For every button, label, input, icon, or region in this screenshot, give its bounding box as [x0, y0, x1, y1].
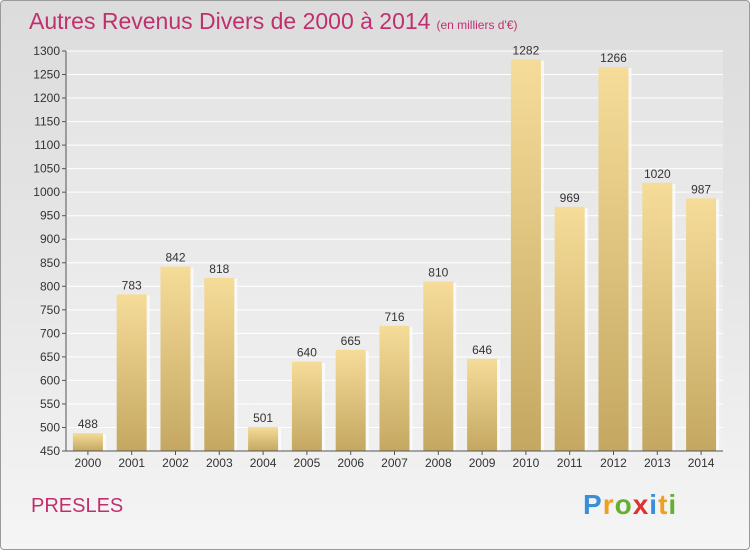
- bar-value-label: 987: [691, 182, 711, 196]
- bar-value-label: 783: [122, 278, 142, 292]
- bar-value-label: 818: [209, 262, 229, 276]
- y-tick-label: 850: [40, 256, 60, 270]
- y-tick-label: 1050: [33, 162, 60, 176]
- y-tick-label: 450: [40, 444, 60, 458]
- x-tick-label: 2012: [600, 456, 627, 470]
- x-tick-label: 2003: [206, 456, 233, 470]
- bar-2005: [291, 361, 322, 451]
- y-tick-label: 1200: [33, 91, 60, 105]
- bar-2013: [642, 182, 673, 451]
- bar-2002: [160, 266, 191, 451]
- bar-value-label: 969: [560, 191, 580, 205]
- x-tick-label: 2004: [250, 456, 277, 470]
- y-tick-label: 1250: [33, 68, 60, 82]
- bar-value-label: 1266: [600, 51, 627, 65]
- bar-value-label: 716: [384, 310, 404, 324]
- location-label: PRESLES: [31, 495, 124, 517]
- x-tick-label: 2014: [688, 456, 715, 470]
- bar-2010: [510, 59, 541, 452]
- brand-letter: x: [632, 489, 650, 520]
- bar-2012: [598, 67, 629, 451]
- bar-2003: [204, 277, 235, 451]
- bar-2004: [248, 427, 279, 451]
- y-tick-label: 1100: [34, 138, 60, 152]
- x-tick-label: 2005: [294, 456, 321, 470]
- y-tick-label: 1300: [33, 44, 60, 58]
- bar-value-label: 1282: [513, 43, 540, 57]
- bar-value-label: 1020: [644, 167, 671, 181]
- y-tick-label: 700: [40, 326, 60, 340]
- bar-value-label: 842: [165, 251, 185, 265]
- bar-2011: [554, 206, 585, 451]
- bar-value-label: 646: [472, 343, 492, 357]
- y-tick-label: 650: [40, 350, 60, 364]
- x-tick-label: 2009: [469, 456, 496, 470]
- bar-value-label: 501: [253, 411, 273, 425]
- brand-letter: t: [658, 489, 669, 520]
- brand-letter: i: [668, 489, 678, 520]
- chart-title-text: Autres Revenus Divers de 2000 à 2014: [29, 8, 431, 34]
- chart-title: Autres Revenus Divers de 2000 à 2014 (en …: [29, 8, 517, 35]
- brand-letter: P: [583, 489, 603, 520]
- bar-2009: [467, 358, 498, 451]
- bar-value-label: 810: [428, 266, 448, 280]
- y-tick-label: 1150: [34, 115, 60, 129]
- y-tick-label: 950: [40, 209, 60, 223]
- y-tick-label: 600: [40, 373, 60, 387]
- x-tick-label: 2000: [75, 456, 102, 470]
- bar-value-label: 488: [78, 417, 98, 431]
- bar-value-label: 640: [297, 346, 317, 360]
- y-tick-label: 1000: [33, 185, 60, 199]
- chart-unit: (en milliers d'€): [436, 18, 518, 32]
- bar-2008: [423, 281, 454, 451]
- proxiti-logo: Proxiti: [583, 489, 677, 521]
- x-tick-label: 2010: [513, 456, 540, 470]
- x-tick-label: 2011: [557, 456, 583, 470]
- bar-2006: [335, 349, 366, 451]
- bar-2001: [116, 294, 147, 451]
- x-tick-label: 2007: [381, 456, 408, 470]
- brand-letter: i: [649, 489, 659, 520]
- bar-2014: [686, 198, 717, 451]
- x-tick-label: 2001: [118, 456, 145, 470]
- bar-2007: [379, 325, 410, 451]
- x-tick-label: 2008: [425, 456, 452, 470]
- x-tick-label: 2002: [162, 456, 189, 470]
- y-tick-label: 800: [40, 279, 60, 293]
- y-tick-label: 550: [40, 397, 60, 411]
- brand-letter: r: [602, 489, 615, 520]
- brand-letter: o: [614, 489, 633, 520]
- y-tick-label: 500: [40, 420, 60, 434]
- x-tick-label: 2013: [644, 456, 671, 470]
- x-tick-label: 2006: [337, 456, 364, 470]
- bar-value-label: 665: [341, 334, 361, 348]
- bar-2000: [72, 433, 103, 451]
- y-tick-label: 900: [40, 232, 60, 246]
- y-tick-label: 750: [40, 303, 60, 317]
